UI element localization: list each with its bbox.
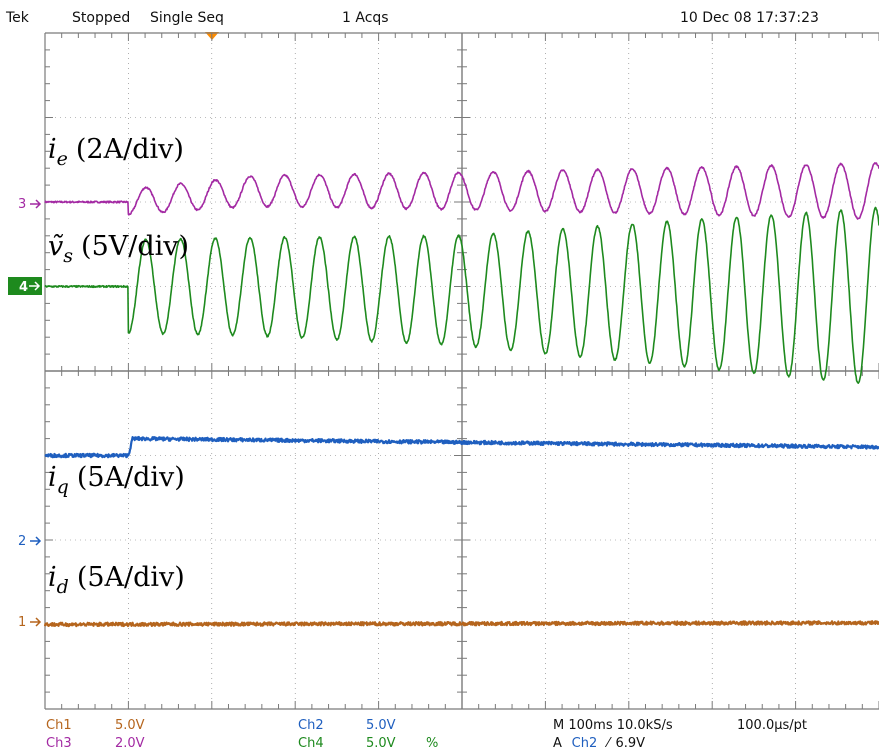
acquisition-status: Stopped [72, 10, 130, 26]
ch4-marker-box [8, 277, 42, 295]
ch2-marker-arrow [30, 536, 42, 546]
ch1-marker-arrow [30, 617, 42, 627]
capture-datetime: 10 Dec 08 17:37:23 [680, 10, 819, 26]
ch3-marker-arrow [30, 199, 42, 209]
acquisition-count: 1 Acqs [342, 10, 389, 26]
iq-scale: (5A/div) [77, 462, 185, 493]
trigger-level: 6.9V [615, 736, 645, 751]
ch4-marker-label: 4 [19, 280, 28, 295]
ch2-marker: 2 [18, 534, 42, 549]
ie-subscript: e [57, 148, 68, 170]
iq-subscript: q [57, 476, 69, 498]
iq-trace-label: iq (5A/div) [48, 462, 185, 498]
ie-symbol: i [48, 134, 57, 165]
ch1-marker-label: 1 [18, 615, 26, 630]
vs-scale: (5V/div) [81, 231, 189, 262]
id-scale: (5A/div) [77, 562, 185, 593]
ch4-marker-arrow [29, 281, 41, 291]
ch3-scale: 2.0V [115, 736, 145, 751]
trigger-slope-icon: ⁄ [604, 736, 612, 751]
waveform-traces [43, 162, 879, 628]
graticule [44, 32, 879, 710]
ch4-marker: 4 [8, 277, 42, 295]
vs-symbol: ṽ [48, 231, 64, 262]
id-symbol: i [48, 562, 57, 593]
ch3-marker: 3 [18, 197, 42, 212]
ch3-marker-label: 3 [18, 197, 26, 212]
trigger-source: Ch2 [572, 736, 598, 751]
timebase-readout: M 100ms 10.0kS/s 100.0µs/pt A Ch2 ⁄ 6.9V [553, 718, 807, 751]
timebase-setting: M 100ms 10.0kS/s [553, 718, 673, 733]
brand-label: Tek [5, 10, 30, 26]
channel-readout: Ch1 5.0V Ch3 2.0V Ch2 5.0V Ch4 5.0V % [46, 718, 438, 751]
vs-trace-label: ṽs (5V/div) [48, 231, 189, 267]
ch2-trace-iq [44, 435, 879, 459]
trigger-prefix: A [553, 736, 562, 751]
ch1-trace-id [43, 620, 879, 628]
id-trace-label: id (5A/div) [48, 562, 185, 598]
ch1-marker: 1 [18, 615, 42, 630]
ch2-marker-label: 2 [18, 534, 26, 549]
id-subscript: d [57, 576, 69, 598]
ch4-name: Ch4 [298, 736, 324, 751]
ch3-trace-ie [44, 162, 879, 220]
ch4-scale: 5.0V [366, 736, 396, 751]
ch4-trace-vs [44, 206, 879, 385]
ch4-bandwidth-flag: % [426, 736, 438, 751]
time-per-point: 100.0µs/pt [737, 718, 807, 733]
trigger-readout: A Ch2 ⁄ 6.9V [553, 736, 645, 751]
ch1-name: Ch1 [46, 718, 72, 733]
iq-symbol: i [48, 462, 57, 493]
vs-subscript: s [63, 245, 73, 267]
ch3-name: Ch3 [46, 736, 72, 751]
ie-trace-label: ie (2A/div) [48, 134, 184, 170]
ch2-scale: 5.0V [366, 718, 396, 733]
acquisition-mode: Single Seq [150, 10, 224, 26]
ch1-scale: 5.0V [115, 718, 145, 733]
ie-scale: (2A/div) [76, 134, 184, 165]
ch2-name: Ch2 [298, 718, 324, 733]
